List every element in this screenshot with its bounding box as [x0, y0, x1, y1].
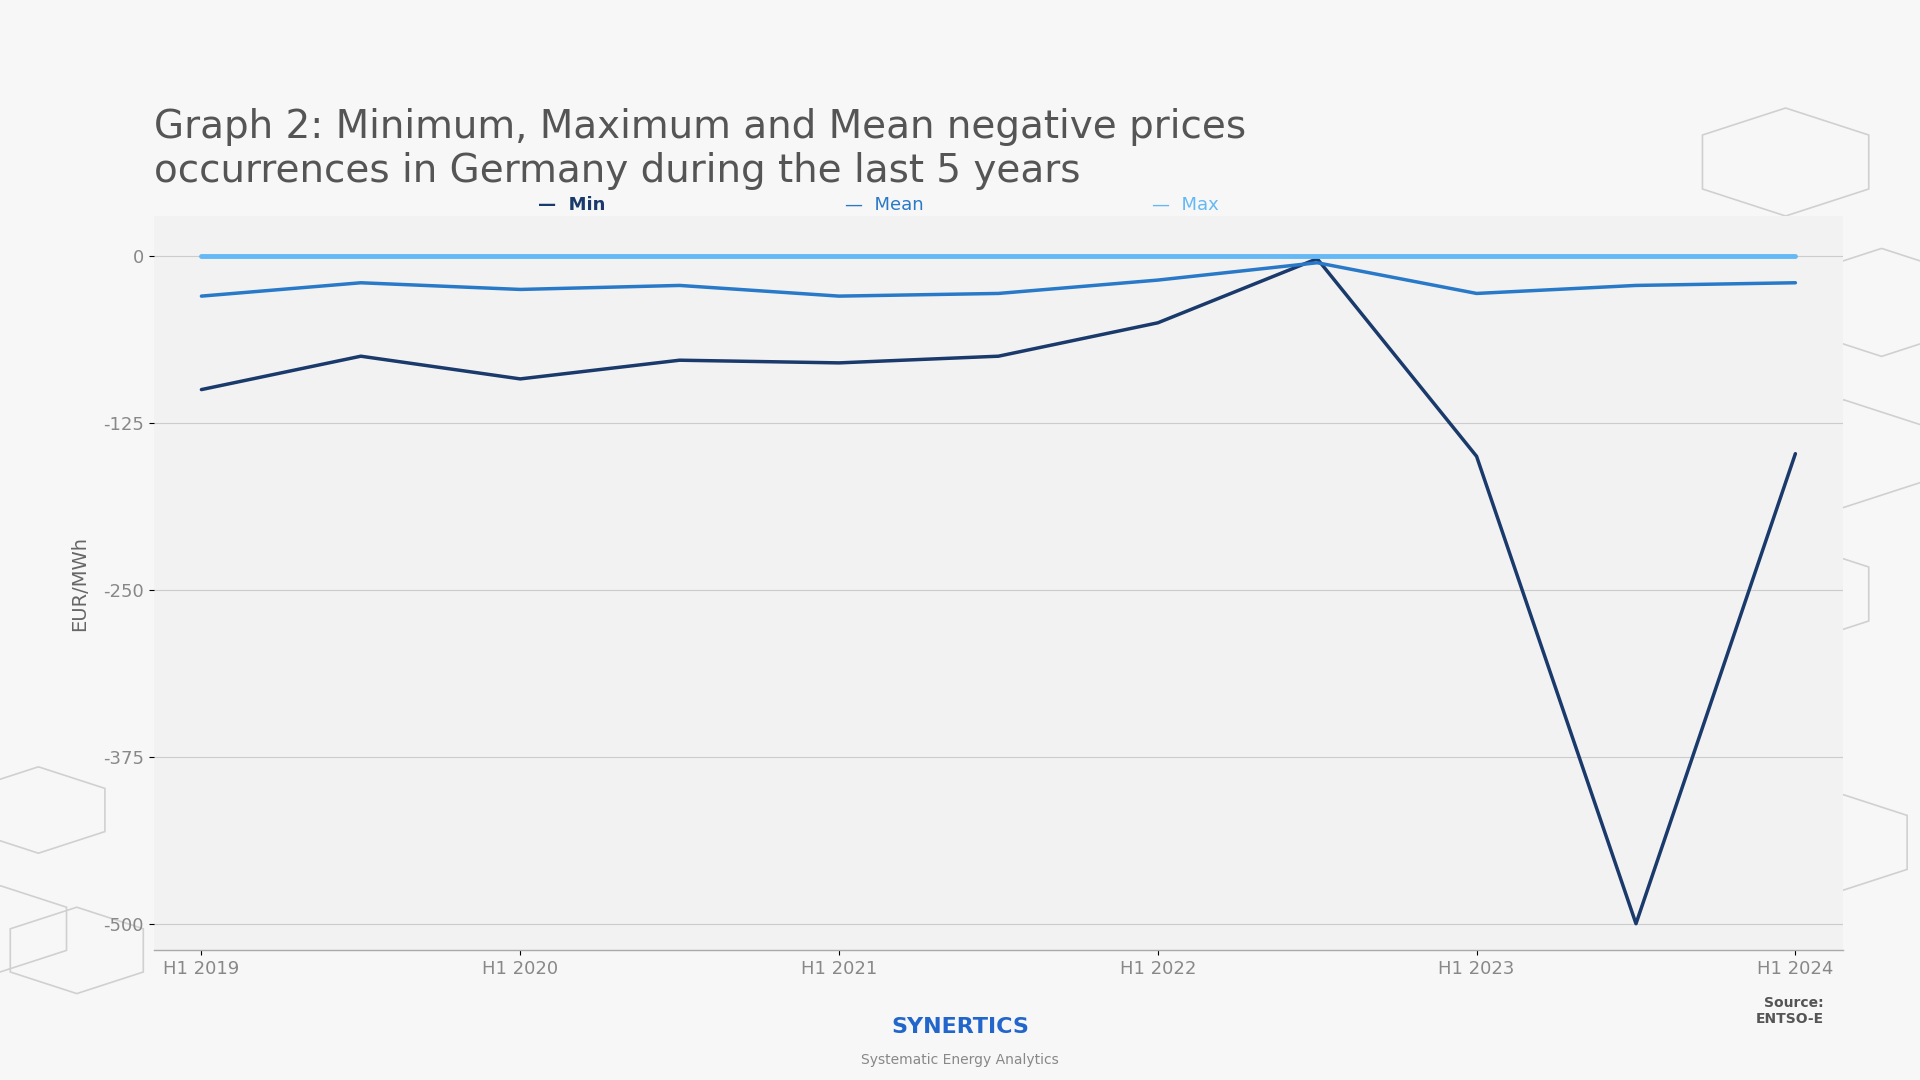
Text: Graph 2: Minimum, Maximum and Mean negative prices
occurrences in Germany during: Graph 2: Minimum, Maximum and Mean negat…	[154, 108, 1246, 190]
Text: —  Max: — Max	[1152, 197, 1219, 214]
Text: Source:
ENTSO-E: Source: ENTSO-E	[1757, 996, 1824, 1026]
Text: Systematic Energy Analytics: Systematic Energy Analytics	[862, 1053, 1058, 1067]
Text: —  Min: — Min	[538, 197, 605, 214]
Text: SYNERTICS: SYNERTICS	[891, 1016, 1029, 1037]
Text: —  Mean: — Mean	[845, 197, 924, 214]
Y-axis label: EUR/MWh: EUR/MWh	[69, 536, 88, 631]
